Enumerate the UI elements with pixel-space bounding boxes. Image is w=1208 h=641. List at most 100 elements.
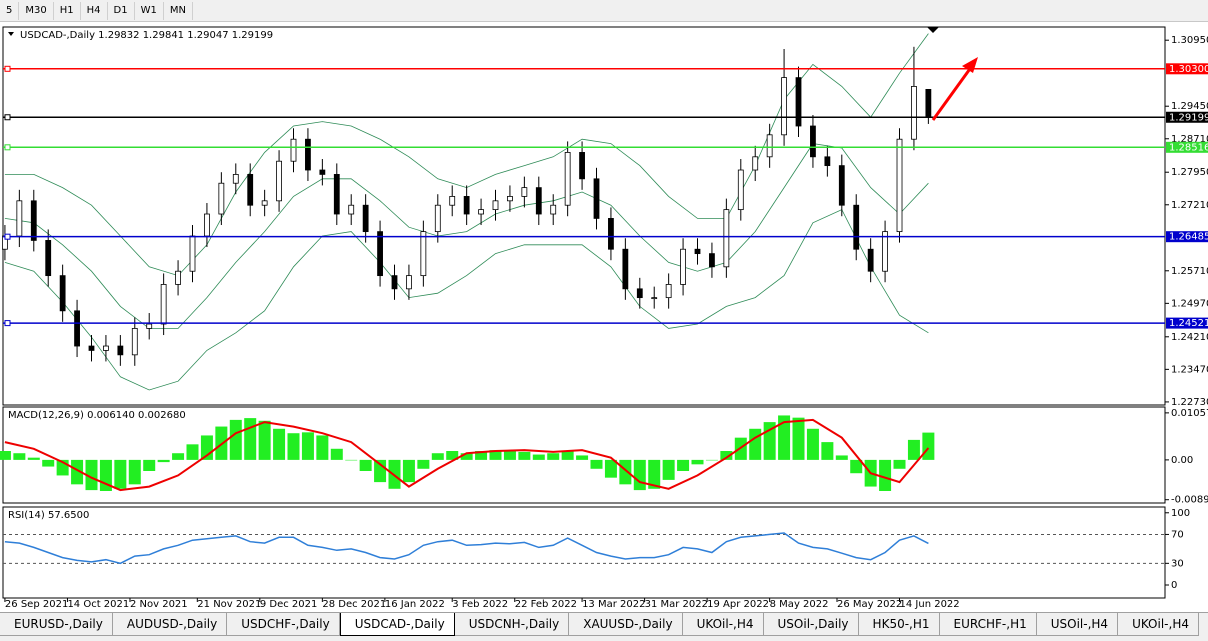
timeframe-button[interactable]: H1 [54, 1, 81, 20]
y-tick-label: 70 [1171, 529, 1184, 540]
candle-body [232, 174, 239, 184]
candle-body [305, 138, 311, 171]
timeframe-button[interactable]: D1 [108, 1, 135, 20]
candle-body [463, 196, 470, 215]
chart-tab[interactable]: AUDUSD-,Daily [112, 613, 228, 636]
chart-shift-marker [927, 27, 939, 33]
macd-bar [720, 451, 733, 460]
candle-body [492, 200, 499, 211]
candle-body [449, 196, 456, 206]
candle-body [218, 182, 225, 215]
candle-body [507, 196, 513, 202]
macd-bar [273, 428, 286, 460]
candle-body [680, 248, 686, 285]
y-tick-label: 1.28710 [1171, 134, 1208, 145]
y-tick-label: 30 [1171, 558, 1184, 569]
macd-bar [532, 454, 545, 460]
chart-tab[interactable]: USDCNH-,Daily [454, 613, 570, 636]
macd-bar [547, 453, 560, 460]
candle-body [795, 77, 802, 127]
level-handle [4, 233, 11, 240]
chart-tab[interactable]: UKOil-,H4 [1118, 613, 1199, 636]
band-middle [4, 143, 929, 329]
annotation-arrow [931, 65, 974, 121]
candle-body [723, 209, 730, 268]
level-label-box [1166, 317, 1208, 329]
candle-body [88, 345, 95, 351]
macd-signal [4, 418, 930, 492]
macd-bar [114, 459, 127, 489]
band-upper [4, 33, 929, 277]
macd-bar [42, 459, 55, 467]
x-tick-label: 22 Feb 2022 [515, 599, 577, 610]
candle-body [333, 174, 340, 215]
candle-body [261, 200, 268, 206]
candle-body [377, 231, 383, 277]
timeframe-button[interactable]: W1 [135, 1, 164, 20]
macd-bar [316, 435, 329, 460]
candle-body [391, 275, 398, 290]
candle-body [247, 174, 254, 206]
chart-tab[interactable]: EURCHF-,H1 [939, 613, 1037, 636]
chart-tab[interactable]: HK50-,H1 [858, 613, 940, 636]
candle-body [478, 209, 484, 215]
candle-body [290, 138, 297, 162]
chart-tab[interactable]: USOil-,H4 [1036, 613, 1119, 636]
candle-body [434, 204, 441, 233]
level-handle [4, 65, 11, 72]
macd-bar [778, 415, 791, 460]
timeframe-button[interactable]: H4 [81, 1, 108, 20]
chart-tab[interactable]: EURUSD-,Daily [0, 613, 113, 636]
candle-body [117, 345, 124, 356]
chart-tab[interactable]: USDCAD-,Daily [339, 613, 455, 636]
candle-body [59, 275, 66, 312]
candle-body [896, 138, 903, 233]
candle-body [651, 297, 658, 300]
macd-bar [792, 417, 805, 460]
macd-bar [590, 459, 603, 469]
candle-body [824, 156, 831, 167]
candle-body [882, 231, 888, 272]
macd-bar [13, 453, 26, 460]
y-tick-label: 1.24210 [1171, 332, 1208, 343]
x-tick-label: 13 Mar 2022 [582, 599, 645, 610]
chart-tab[interactable]: UKOil-,H4 [682, 613, 764, 636]
macd-bar [503, 451, 516, 460]
x-tick-label: 16 Jan 2022 [385, 599, 445, 610]
candle-body [838, 165, 845, 206]
candle-body [160, 284, 167, 325]
candle-body [766, 134, 773, 158]
candle-body [103, 345, 109, 351]
candle-body [752, 156, 759, 171]
macd-bar [460, 453, 473, 460]
timeframe-button[interactable]: M30 [19, 1, 54, 20]
macd-bar [229, 419, 242, 460]
candle-body [204, 213, 210, 237]
macd-bar [244, 418, 257, 460]
y-tick-label: 0.00 [1171, 455, 1193, 466]
macd-bar [619, 459, 632, 485]
candle-body [781, 77, 787, 136]
macd-bar [561, 451, 574, 460]
annotation-arrowhead [962, 57, 978, 73]
main-panel [2, 26, 1166, 406]
timeframe-button[interactable]: 5 [0, 1, 20, 20]
candle-body [925, 88, 932, 118]
y-tick-label: 0.010578 [1171, 408, 1208, 419]
candle-body [175, 270, 181, 285]
x-tick-label: 31 Mar 2022 [645, 599, 708, 610]
chart-tab[interactable]: XAUUSD-,Daily [569, 613, 683, 636]
timeframe-button[interactable]: MN [164, 1, 193, 20]
macd-bar [907, 439, 920, 460]
macd-bar [475, 451, 488, 460]
chart-tab[interactable]: USDCHF-,Daily [227, 613, 340, 636]
candle-body [709, 253, 715, 268]
level-handle [4, 144, 11, 151]
level-handle [4, 114, 11, 121]
chart-tab[interactable]: USOil-,Daily [763, 613, 859, 636]
macd-bar [27, 457, 40, 460]
candle-body [535, 187, 542, 215]
y-tick-label: -0.00896 [1171, 495, 1208, 506]
candle-body [406, 275, 412, 290]
